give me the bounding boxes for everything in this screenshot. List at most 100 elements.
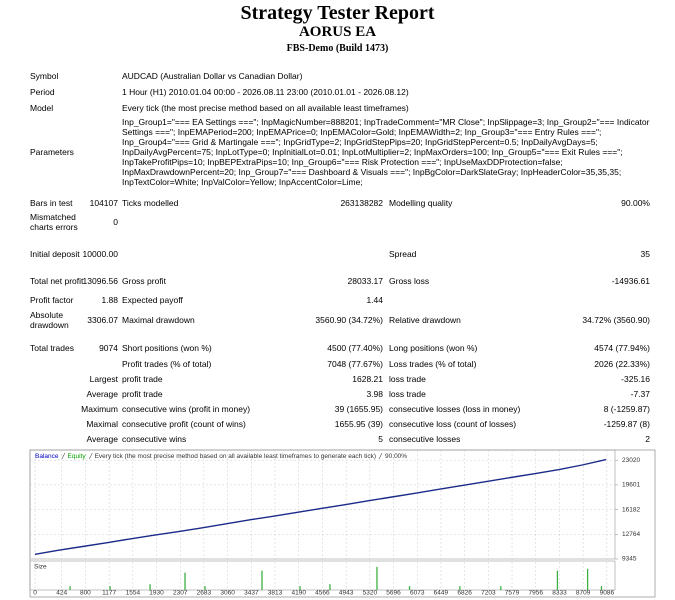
- x-tick-label: 7203: [481, 590, 496, 597]
- stat-label: consecutive losses: [389, 434, 461, 444]
- stat-label: consecutive profit (count of wins): [122, 419, 246, 429]
- stat-label: Maximal drawdown: [122, 315, 195, 325]
- stat-value: 3.98: [366, 389, 383, 399]
- legend-separator: [61, 452, 66, 460]
- stat-value: 5: [378, 434, 383, 444]
- stat-value: -1259.87 (8): [603, 419, 650, 429]
- ea-name: AORUS EA: [298, 24, 377, 40]
- stat-label: consecutive wins (profit in money): [122, 404, 251, 414]
- legend-item: 90.00%: [385, 453, 407, 460]
- stat-value: -325.16: [621, 374, 650, 384]
- stat-value: 39 (1655.95): [334, 404, 383, 414]
- stat-value: 4500 (77.40%): [327, 343, 383, 353]
- x-tick-label: 3437: [244, 590, 259, 597]
- stat-value: 2: [645, 434, 650, 444]
- x-tick-label: 6449: [434, 590, 449, 597]
- balance-line: [34, 458, 607, 555]
- x-tick-label: 7579: [505, 590, 520, 597]
- x-tick-label: 5320: [363, 590, 378, 597]
- y-tick-label: 16182: [622, 506, 640, 513]
- stat-value: 104107: [89, 198, 118, 208]
- stat-value: 35: [640, 249, 650, 259]
- legend: Balance Equity Every tick (the most precis…: [35, 453, 407, 460]
- info-value: Inp_Group1="=== EA Settings ==="; InpMag…: [122, 117, 650, 187]
- stat-value: 8 (-1259.87): [603, 404, 650, 414]
- stat-label: Profit trades (% of total): [122, 359, 212, 369]
- stat-label: Absolute drawdown: [30, 310, 69, 330]
- x-tick-label: 4943: [339, 590, 354, 597]
- stat-value: 1628.21: [352, 374, 383, 384]
- stat-label: profit trade: [122, 389, 163, 399]
- x-tick-label: 3813: [268, 590, 283, 597]
- legend-item: Every tick (the most precise method base…: [95, 453, 376, 460]
- stat-value: 0: [113, 217, 118, 227]
- server: FBS-Demo (Build 1473): [286, 43, 389, 54]
- stat-value: 3560.90 (34.72%): [315, 315, 383, 325]
- stat-label: profit trade: [122, 374, 163, 384]
- stat-value: 1655.95 (39): [334, 419, 383, 429]
- stat-prefix: Largest: [89, 374, 118, 384]
- stat-label: Gross profit: [122, 276, 166, 286]
- y-tick-label: 19601: [622, 482, 640, 489]
- x-tick-label: 3060: [220, 590, 235, 597]
- stat-label: Short positions (won %): [122, 343, 212, 353]
- legend-item: Equity: [68, 453, 87, 460]
- x-tick-label: 9086: [600, 590, 615, 597]
- info-label: Model: [30, 103, 54, 113]
- y-tick-label: 12764: [622, 531, 640, 538]
- x-tick-label: 0: [33, 590, 37, 597]
- legend-separator: [89, 452, 93, 460]
- stat-value: 1.44: [366, 295, 383, 305]
- size-label: Size: [34, 564, 47, 571]
- y-tick-label: 23020: [622, 457, 640, 464]
- x-tick-label: 6073: [410, 590, 425, 597]
- stat-label: Expected payoff: [122, 295, 183, 305]
- stat-label: Loss trades (% of total): [389, 359, 477, 369]
- stat-label: Spread: [389, 249, 417, 259]
- chart-frame: [29, 449, 656, 598]
- stat-prefix: Maximal: [86, 419, 118, 429]
- stat-value: 2026 (22.33%): [594, 359, 650, 369]
- stat-value: -14936.61: [611, 276, 650, 286]
- report-title: Strategy Tester Report: [240, 2, 435, 24]
- stat-label: Relative drawdown: [389, 315, 461, 325]
- stat-value: 28033.17: [347, 276, 383, 286]
- stat-label: Total trades: [30, 343, 74, 353]
- stat-label: Bars in test: [30, 198, 73, 208]
- stat-value: 34.72% (3560.90): [582, 315, 650, 325]
- stat-value: 90.00%: [621, 198, 650, 208]
- legend-item: Balance: [35, 453, 59, 460]
- stat-label: Modelling quality: [389, 198, 453, 208]
- stat-label: Profit factor: [30, 295, 74, 305]
- legend-separator: [378, 452, 383, 460]
- stat-label: consecutive wins: [122, 434, 187, 444]
- stat-label: Gross loss: [389, 276, 430, 286]
- stat-label: Total net profit: [30, 276, 84, 286]
- stat-label: Long positions (won %): [389, 343, 478, 353]
- stat-value: 263138282: [340, 198, 383, 208]
- size-frame: [29, 560, 616, 591]
- stat-label: consecutive losses (loss in money): [389, 404, 521, 414]
- stat-label: Initial deposit: [30, 249, 80, 259]
- x-tick-label: 424: [56, 590, 67, 597]
- x-tick-label: 800: [80, 590, 91, 597]
- stat-prefix: Average: [86, 389, 118, 399]
- stat-value: 3306.07: [87, 315, 118, 325]
- stat-prefix: Average: [86, 434, 118, 444]
- info-value: Every tick (the most precise method base…: [122, 103, 409, 113]
- stat-label: consecutive loss (count of losses): [389, 419, 517, 429]
- stat-value: 9074: [99, 343, 118, 353]
- x-tick-label: 8333: [552, 590, 567, 597]
- stat-label: loss trade: [389, 389, 426, 399]
- stat-value: 10000.00: [82, 249, 118, 259]
- stat-label: Mismatched charts errors: [30, 212, 78, 232]
- info-label: Parameters: [30, 147, 74, 157]
- x-tick-label: 1177: [102, 590, 116, 597]
- x-tick-label: 2683: [197, 590, 212, 597]
- stat-label: Ticks modelled: [122, 198, 179, 208]
- stat-value: 4574 (77.94%): [594, 343, 650, 353]
- x-tick-label: 6826: [457, 590, 472, 597]
- x-tick-label: 7956: [529, 590, 544, 597]
